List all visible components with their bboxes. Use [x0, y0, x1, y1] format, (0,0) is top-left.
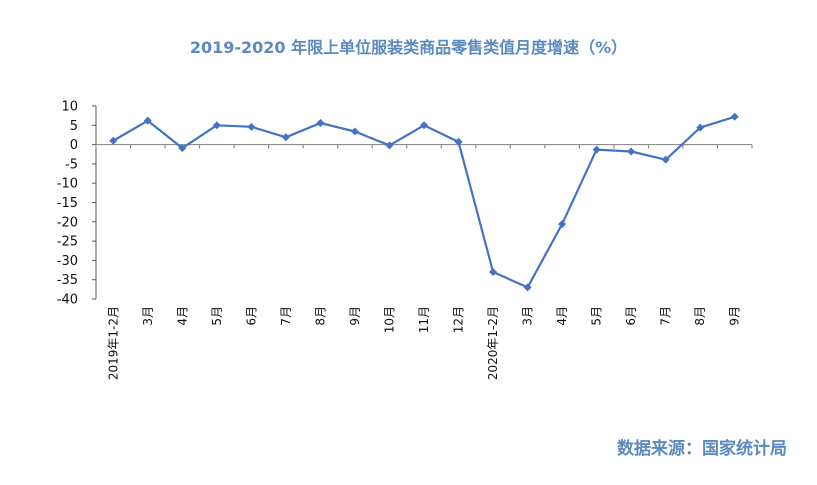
x-tick-label: 4月 [555, 306, 569, 326]
x-tick-label: 2020年1-2月 [486, 306, 500, 380]
x-tick-label: 8月 [693, 306, 707, 326]
data-point-marker [109, 136, 118, 145]
x-tick-label: 5月 [210, 306, 224, 326]
data-point-marker [592, 145, 601, 154]
data-point-marker [143, 116, 152, 125]
y-tick-label: -10 [57, 177, 78, 192]
x-tick-label: 10月 [382, 306, 396, 333]
data-point-marker [247, 122, 256, 131]
data-point-marker [730, 112, 739, 121]
x-tick-label: 12月 [452, 306, 466, 333]
y-tick-label: -35 [57, 273, 78, 288]
y-tick-label: -20 [57, 215, 78, 230]
data-point-marker [696, 123, 705, 132]
y-tick-label: -25 [57, 235, 78, 250]
x-tick-label: 2019年1-2月 [106, 306, 120, 380]
data-point-marker [385, 141, 394, 150]
x-tick-label: 8月 [313, 306, 327, 326]
data-point-marker [627, 147, 636, 156]
data-point-marker [281, 133, 290, 142]
data-point-marker [212, 121, 221, 130]
x-tick-label: 7月 [659, 306, 673, 326]
x-tick-label: 5月 [590, 306, 604, 326]
data-point-marker [661, 155, 670, 164]
x-tick-label: 11月 [417, 306, 431, 333]
x-tick-label: 9月 [348, 306, 362, 326]
x-tick-label: 6月 [624, 306, 638, 326]
data-point-marker [350, 127, 359, 136]
chart-title: 2019-2020 年限上单位服装类商品零售类值月度增速（%） [189, 38, 628, 57]
source-note: 数据来源：国家统计局 [617, 439, 787, 459]
x-tick-label: 7月 [279, 306, 293, 326]
x-tick-label: 9月 [728, 306, 742, 326]
data-point-marker [316, 118, 325, 127]
y-tick-label: -15 [57, 196, 78, 211]
x-tick-label: 3月 [141, 306, 155, 326]
data-point-marker [558, 220, 567, 229]
data-point-marker [178, 144, 187, 153]
y-tick-label: 5 [70, 119, 78, 134]
data-point-marker [489, 267, 498, 276]
y-tick-label: -5 [65, 157, 78, 172]
y-tick-label: 0 [70, 138, 78, 153]
y-tick-label: -30 [57, 254, 78, 269]
x-tick-label: 3月 [521, 306, 535, 326]
y-tick-label: 10 [61, 100, 78, 115]
data-point-marker [454, 137, 463, 146]
series-line [112, 115, 736, 289]
x-tick-label: 6月 [244, 306, 258, 326]
data-point-marker [420, 121, 428, 130]
y-tick-label: -40 [57, 293, 78, 308]
x-tick-label: 4月 [175, 306, 189, 326]
data-point-marker [523, 283, 532, 292]
